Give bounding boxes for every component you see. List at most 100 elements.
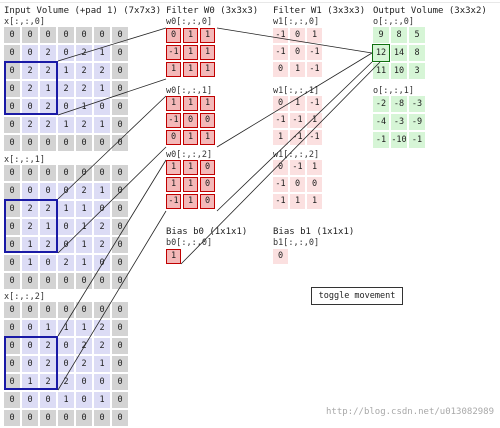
- output-0-cell: 9: [373, 27, 389, 43]
- input-0-cell: 0: [22, 27, 38, 43]
- input-0-cell: 0: [4, 27, 20, 43]
- w0-0-cell: 1: [200, 62, 215, 77]
- w1-0-cell: -1: [307, 62, 322, 77]
- input-2-cell: 0: [58, 338, 74, 354]
- input-0-cell: 0: [112, 45, 128, 61]
- w1-2-cell: -1: [273, 177, 288, 192]
- input-2-cell: 0: [4, 302, 20, 318]
- input-2-cell: 0: [94, 374, 110, 390]
- w1-slice-2-label: w1[:,:,2]: [273, 150, 320, 160]
- input-1-cell: 0: [58, 273, 74, 289]
- w1-2-cell: 0: [307, 177, 322, 192]
- w0-1-cell: 1: [183, 96, 198, 111]
- input-0-cell: 0: [94, 99, 110, 115]
- input-0-cell: 0: [4, 135, 20, 151]
- output-slice-1-label: o[:,:,1]: [373, 86, 414, 96]
- input-1-cell: 0: [4, 237, 20, 253]
- input-1-cell: 1: [22, 237, 38, 253]
- input-0-cell: 0: [112, 117, 128, 133]
- toggle-movement-button[interactable]: toggle movement: [311, 287, 403, 305]
- input-1-cell: 2: [40, 237, 56, 253]
- w0-slice-2-label: w0[:,:,2]: [166, 150, 213, 160]
- w1-slice-2-grid: 0 -1 1 -1 0 0 -1 1 1: [273, 160, 324, 211]
- input-1-cell: 0: [40, 255, 56, 271]
- w0-1-cell: 1: [200, 96, 215, 111]
- output-1-cell: -8: [391, 96, 407, 112]
- input-0-cell: 0: [4, 63, 20, 79]
- input-2-cell: 2: [76, 356, 92, 372]
- w1-1-cell: -1: [290, 130, 305, 145]
- filter1-title: Filter W1 (3x3x3): [273, 6, 366, 16]
- connector-w1-out: [216, 52, 373, 148]
- input-1-cell: 0: [22, 183, 38, 199]
- input-2-cell: 0: [22, 338, 38, 354]
- w1-2-cell: 1: [307, 160, 322, 175]
- w0-slice-2-grid: 1 1 0 1 1 0 -1 1 0: [166, 160, 217, 211]
- input-0-cell: 2: [40, 63, 56, 79]
- w1-2-cell: 1: [290, 194, 305, 209]
- connector-in2-w2-top: [57, 159, 167, 337]
- input-slice-0-label: x[:,:,0]: [4, 17, 45, 27]
- w1-1-cell: 1: [290, 96, 305, 111]
- input-1-cell: 0: [4, 255, 20, 271]
- bias1-label: b1[:,:,0]: [273, 238, 320, 248]
- w1-1-cell: -1: [290, 113, 305, 128]
- input-0-cell: 0: [4, 117, 20, 133]
- input-2-cell: 0: [94, 410, 110, 426]
- input-1-cell: 1: [76, 255, 92, 271]
- input-2-cell: 0: [58, 410, 74, 426]
- input-2-cell: 0: [112, 356, 128, 372]
- input-0-cell: 1: [58, 117, 74, 133]
- input-slice-0-grid: 0000000002021002212200212210002010002212…: [4, 27, 130, 153]
- w1-slice-0-grid: -1 0 1 -1 0 -1 0 1 -1: [273, 28, 324, 79]
- input-0-cell: 0: [22, 135, 38, 151]
- output-0-cell: 8: [409, 45, 425, 61]
- input-0-cell: 1: [94, 117, 110, 133]
- input-0-cell: 2: [94, 63, 110, 79]
- connector-in0-w0-top: [57, 27, 167, 62]
- input-1-cell: 2: [22, 201, 38, 217]
- input-1-cell: 1: [94, 183, 110, 199]
- input-0-cell: 0: [4, 45, 20, 61]
- w1-0-cell: 0: [273, 62, 288, 77]
- input-1-cell: 0: [94, 273, 110, 289]
- input-1-cell: 2: [22, 219, 38, 235]
- output-0-cell: 3: [409, 63, 425, 79]
- input-1-cell: 0: [22, 165, 38, 181]
- input-2-cell: 0: [22, 410, 38, 426]
- input-2-cell: 0: [4, 338, 20, 354]
- input-2-cell: 2: [40, 374, 56, 390]
- input-0-cell: 2: [22, 81, 38, 97]
- input-0-cell: 2: [76, 81, 92, 97]
- input-2-cell: 1: [94, 392, 110, 408]
- bias0-title: Bias b0 (1x1x1): [166, 227, 248, 237]
- input-1-cell: 0: [112, 165, 128, 181]
- output-1-cell: -3: [409, 96, 425, 112]
- input-1-cell: 2: [94, 219, 110, 235]
- input-1-cell: 1: [76, 201, 92, 217]
- w0-1-cell: 1: [200, 130, 215, 145]
- w0-0-cell: -1: [166, 45, 181, 60]
- input-1-cell: 2: [76, 183, 92, 199]
- input-2-cell: 0: [4, 410, 20, 426]
- input-1-cell: 0: [112, 273, 128, 289]
- input-2-cell: 0: [94, 302, 110, 318]
- input-1-cell: 0: [4, 219, 20, 235]
- input-2-cell: 0: [4, 320, 20, 336]
- w1-1-cell: -1: [307, 130, 322, 145]
- input-0-cell: 2: [40, 45, 56, 61]
- input-1-cell: 0: [94, 201, 110, 217]
- input-2-cell: 1: [94, 356, 110, 372]
- w1-slice-0-label: w1[:,:,0]: [273, 17, 320, 27]
- w0-1-cell: 0: [166, 130, 181, 145]
- input-0-cell: 0: [22, 99, 38, 115]
- input-1-cell: 1: [58, 201, 74, 217]
- output-0-cell: 14: [391, 45, 407, 61]
- input-2-cell: 1: [58, 392, 74, 408]
- input-1-cell: 2: [58, 255, 74, 271]
- w0-2-cell: 1: [183, 160, 198, 175]
- output-1-cell: -10: [391, 132, 407, 148]
- w0-0-cell: 1: [183, 45, 198, 60]
- input-1-cell: 1: [40, 219, 56, 235]
